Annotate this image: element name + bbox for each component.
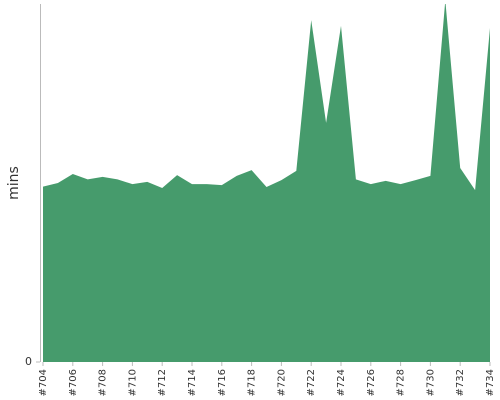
- x-tick-label: #734: [485, 369, 496, 396]
- x-tick-label: #718: [247, 369, 258, 396]
- x-tick-label: #730: [425, 369, 436, 396]
- x-tick-label: #708: [98, 369, 109, 396]
- x-tick-label: #726: [366, 369, 377, 396]
- x-tick-label: #706: [68, 369, 79, 396]
- y-tick-label: 0: [25, 355, 32, 368]
- x-tick-label: #720: [276, 369, 287, 396]
- x-tick-label: #724: [336, 369, 347, 396]
- x-tick-label: #716: [217, 369, 228, 396]
- x-tick-label: #712: [157, 369, 168, 396]
- x-tick-label: #722: [306, 369, 317, 396]
- area: [43, 4, 490, 362]
- x-tick-label: #714: [187, 369, 198, 396]
- x-tick-label: #728: [396, 369, 407, 396]
- x-tick-label: #704: [38, 369, 49, 396]
- x-tick-label: #710: [127, 369, 138, 396]
- y-axis-label: mins: [6, 166, 22, 200]
- x-tick-label: #732: [455, 369, 466, 396]
